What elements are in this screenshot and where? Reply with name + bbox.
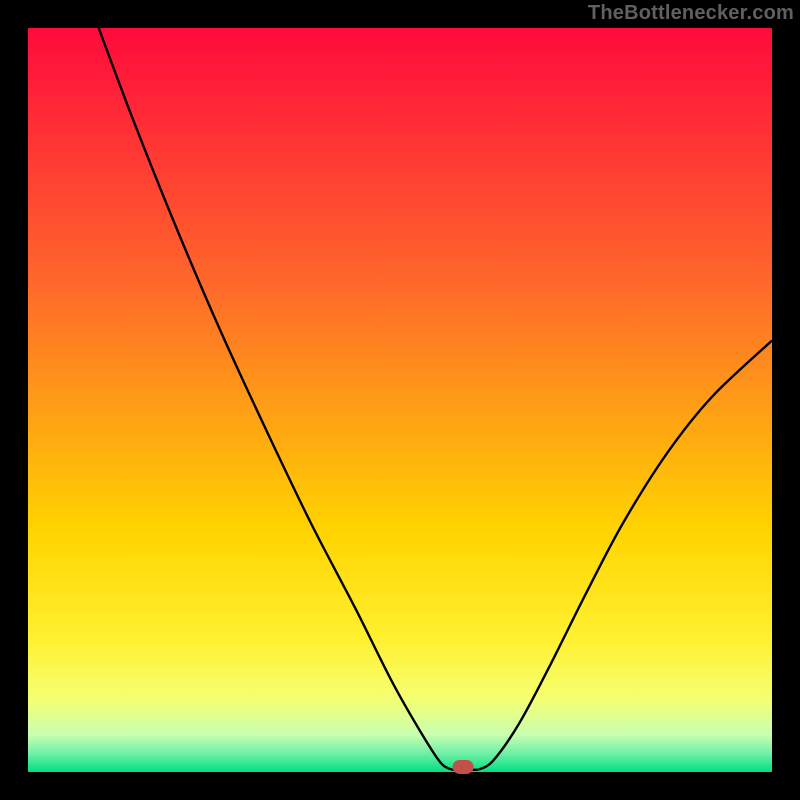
curve-right-branch — [478, 340, 772, 769]
chart-frame: TheBottlenecker.com — [0, 0, 800, 800]
curve-left-branch — [99, 28, 452, 770]
bottleneck-curve — [28, 28, 772, 772]
plot-area — [28, 28, 772, 772]
optimal-point-marker — [453, 760, 474, 774]
watermark-text: TheBottlenecker.com — [588, 2, 794, 25]
